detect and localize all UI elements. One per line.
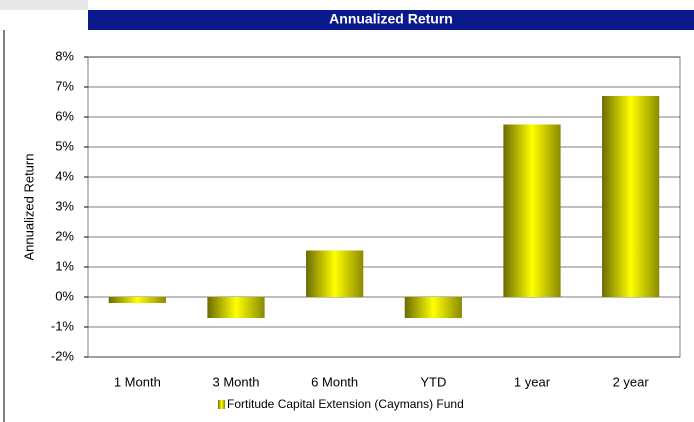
y-tick-label: 0% bbox=[55, 288, 74, 303]
title-bar bbox=[88, 10, 694, 30]
y-tick-label: 7% bbox=[55, 78, 74, 93]
y-tick-label: 1% bbox=[55, 258, 74, 273]
x-tick-label: 1 year bbox=[514, 374, 551, 389]
bar bbox=[306, 250, 364, 297]
y-tick-label: 6% bbox=[55, 108, 74, 123]
bar bbox=[503, 124, 561, 297]
bar bbox=[404, 297, 462, 318]
y-tick-label: 5% bbox=[55, 138, 74, 153]
x-tick-label: 2 year bbox=[613, 374, 650, 389]
corner-box bbox=[0, 0, 88, 10]
x-tick-label: YTD bbox=[420, 374, 446, 389]
y-tick-label: 4% bbox=[55, 168, 74, 183]
chart-title: Annualized Return bbox=[329, 11, 453, 27]
x-tick-label: 3 Month bbox=[213, 374, 260, 389]
bar bbox=[207, 297, 265, 318]
legend-swatch bbox=[218, 400, 225, 409]
legend-label: Fortitude Capital Extension (Caymans) Fu… bbox=[227, 397, 464, 411]
y-tick-label: 3% bbox=[55, 198, 74, 213]
y-tick-label: -1% bbox=[51, 318, 75, 333]
x-tick-label: 6 Month bbox=[311, 374, 358, 389]
bar bbox=[108, 297, 166, 303]
y-axis-label: Annualized Return bbox=[21, 154, 36, 261]
y-tick-label: -2% bbox=[51, 348, 75, 363]
y-tick-label: 2% bbox=[55, 228, 74, 243]
y-tick-label: 8% bbox=[55, 48, 74, 63]
bar bbox=[602, 96, 660, 297]
x-tick-label: 1 Month bbox=[114, 374, 161, 389]
